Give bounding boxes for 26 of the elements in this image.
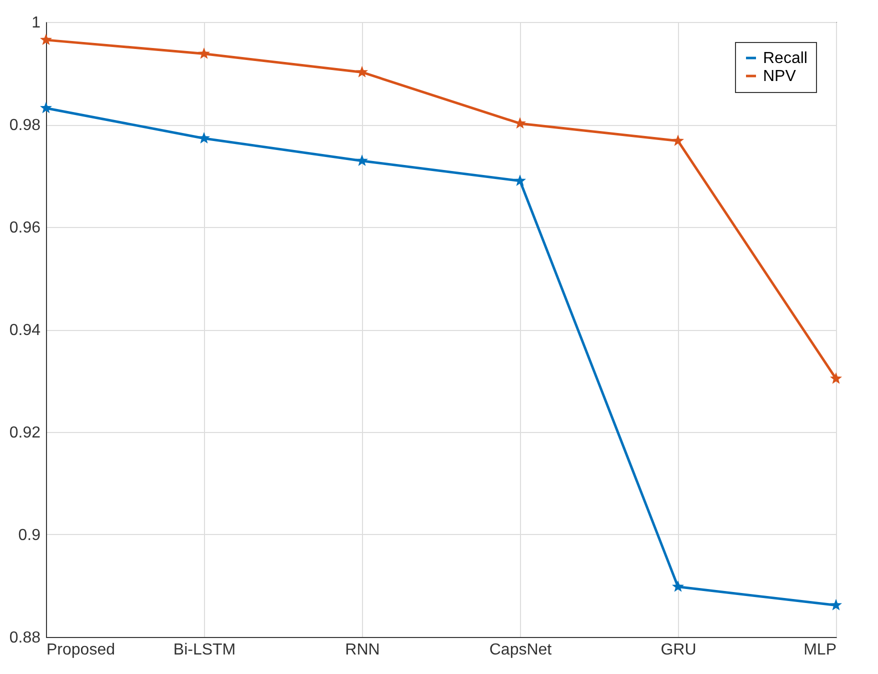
y-tick-label: 0.98 [9,117,41,134]
x-tick-label: Proposed [46,642,115,658]
point [830,598,842,610]
x-tick-label: Bi-LSTM [173,642,236,658]
point [672,134,684,146]
x-tick-label: CapsNet [489,642,552,658]
x-tick-label: MLP [804,642,836,658]
point [356,66,368,78]
y-tick-label: 1 [32,14,41,32]
point [198,47,210,59]
x-tick-label: GRU [660,642,696,658]
y-tick-label: 0.94 [9,322,41,339]
y-tick-label: 0.92 [9,424,41,442]
point [40,34,52,46]
point [514,174,526,186]
x-tick-label: RNN [345,642,380,658]
point [672,580,684,592]
point [356,154,368,166]
point [198,132,210,144]
y-tick-label: 0.96 [9,220,41,236]
legend-label: Recall [763,50,808,67]
legend-label: NPV [763,68,796,85]
point [40,102,52,114]
y-tick-label: 0.9 [18,527,41,544]
point [830,372,842,384]
y-tick-label: 0.88 [9,630,41,646]
